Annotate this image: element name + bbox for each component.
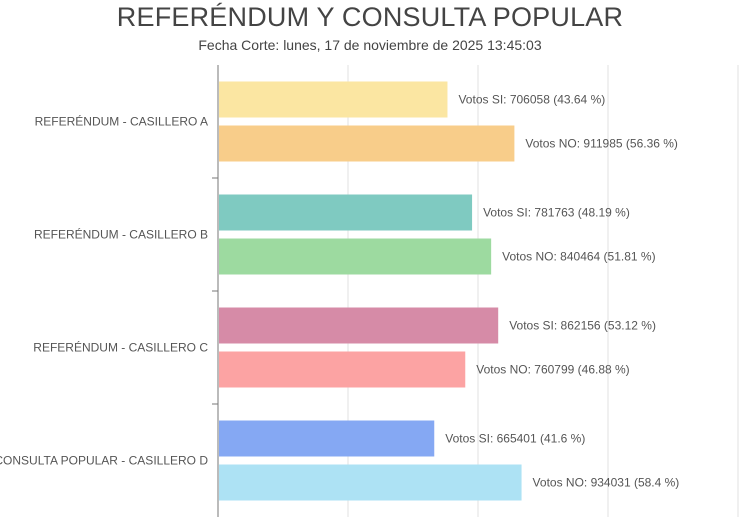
bar [219,420,435,457]
data-label: Votos SI: 781763 (48.19 %) [483,206,630,220]
bar [219,307,499,344]
data-label: Votos NO: 911985 (56.36 %) [525,137,678,151]
bar [219,464,522,501]
bar [219,238,492,275]
chart-subtitle: Fecha Corte: lunes, 17 de noviembre de 2… [198,37,542,53]
category-label: CONSULTA POPULAR - CASILLERO D [0,454,208,468]
bar [219,194,473,231]
category-label: REFERÉNDUM - CASILLERO C [33,340,208,355]
data-label: Votos SI: 862156 (53.12 %) [509,319,656,333]
bar [219,351,466,388]
bar [219,125,515,162]
data-label: Votos NO: 934031 (58.4 %) [533,476,680,490]
category-label: REFERÉNDUM - CASILLERO B [34,227,208,242]
chart-title: REFERÉNDUM Y CONSULTA POPULAR [116,2,624,32]
category-label: REFERÉNDUM - CASILLERO A [35,114,208,129]
data-label: Votos SI: 665401 (41.6 %) [445,432,585,446]
bar [219,81,448,118]
data-label: Votos SI: 706058 (43.64 %) [458,93,605,107]
data-label: Votos NO: 760799 (46.88 %) [476,363,629,377]
data-label: Votos NO: 840464 (51.81 %) [502,250,655,264]
